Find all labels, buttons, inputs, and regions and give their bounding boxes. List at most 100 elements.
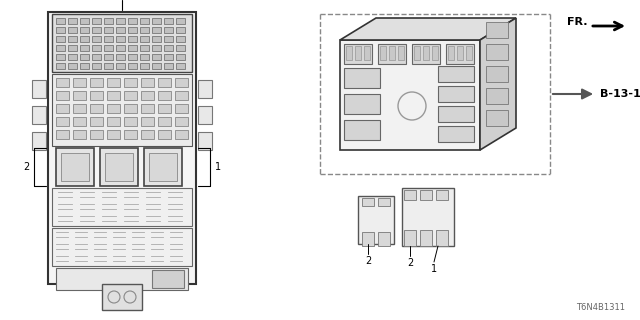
Bar [104, 18, 113, 24]
Bar [358, 196, 394, 244]
Bar [176, 54, 185, 60]
Bar [140, 54, 149, 60]
Text: 2: 2 [365, 256, 371, 266]
Bar [141, 104, 154, 113]
Bar [92, 54, 101, 60]
Bar [340, 40, 480, 150]
Text: T6N4B1311: T6N4B1311 [576, 303, 625, 313]
Bar [486, 44, 508, 60]
Bar [380, 46, 386, 60]
Bar [124, 130, 137, 139]
Bar [152, 270, 184, 288]
Bar [466, 46, 472, 60]
Bar [141, 78, 154, 87]
Bar [92, 18, 101, 24]
Bar [128, 18, 137, 24]
Bar [68, 63, 77, 69]
Bar [116, 63, 125, 69]
Bar [124, 117, 137, 126]
Bar [73, 91, 86, 100]
Bar [107, 104, 120, 113]
Bar [92, 63, 101, 69]
Bar [52, 14, 192, 72]
Bar [436, 190, 448, 200]
Bar [158, 117, 171, 126]
Bar [175, 104, 188, 113]
Bar [144, 148, 182, 186]
Bar [152, 54, 161, 60]
Bar [486, 66, 508, 82]
Bar [52, 228, 192, 266]
Bar [32, 106, 46, 124]
Text: 1: 1 [215, 162, 221, 172]
Bar [141, 130, 154, 139]
Bar [92, 36, 101, 42]
Bar [68, 36, 77, 42]
Bar [107, 91, 120, 100]
Text: B-13-10: B-13-10 [600, 89, 640, 99]
Bar [102, 284, 142, 310]
Bar [32, 80, 46, 98]
Bar [56, 91, 69, 100]
Bar [448, 46, 454, 60]
Bar [124, 104, 137, 113]
Bar [56, 36, 65, 42]
Bar [80, 18, 89, 24]
Bar [158, 104, 171, 113]
Bar [158, 91, 171, 100]
Bar [68, 45, 77, 51]
Bar [438, 106, 474, 122]
Bar [152, 63, 161, 69]
Bar [362, 232, 374, 246]
Bar [80, 45, 89, 51]
Bar [176, 45, 185, 51]
Bar [80, 27, 89, 33]
Bar [90, 104, 103, 113]
Bar [364, 46, 370, 60]
Bar [48, 12, 196, 284]
Bar [56, 130, 69, 139]
Bar [90, 130, 103, 139]
Bar [116, 27, 125, 33]
Bar [128, 27, 137, 33]
Bar [56, 54, 65, 60]
Bar [68, 27, 77, 33]
Bar [457, 46, 463, 60]
Bar [152, 45, 161, 51]
Bar [149, 153, 177, 181]
Bar [68, 18, 77, 24]
Bar [404, 190, 416, 200]
Bar [164, 54, 173, 60]
Bar [141, 117, 154, 126]
Bar [175, 117, 188, 126]
Bar [152, 18, 161, 24]
Bar [346, 46, 352, 60]
Bar [438, 126, 474, 142]
Polygon shape [340, 18, 516, 40]
Bar [80, 54, 89, 60]
Bar [140, 27, 149, 33]
Bar [104, 45, 113, 51]
Bar [398, 46, 404, 60]
Bar [158, 130, 171, 139]
Bar [104, 54, 113, 60]
Bar [176, 27, 185, 33]
Bar [104, 36, 113, 42]
Bar [80, 63, 89, 69]
Text: FR.: FR. [568, 17, 588, 27]
Bar [128, 63, 137, 69]
Bar [56, 27, 65, 33]
Polygon shape [480, 18, 516, 150]
Bar [389, 46, 395, 60]
Bar [56, 117, 69, 126]
Bar [420, 190, 432, 200]
Bar [141, 91, 154, 100]
Bar [92, 27, 101, 33]
Bar [402, 188, 454, 246]
Bar [486, 22, 508, 38]
Bar [116, 18, 125, 24]
Bar [176, 63, 185, 69]
Bar [128, 36, 137, 42]
Bar [423, 46, 429, 60]
Bar [378, 198, 390, 206]
